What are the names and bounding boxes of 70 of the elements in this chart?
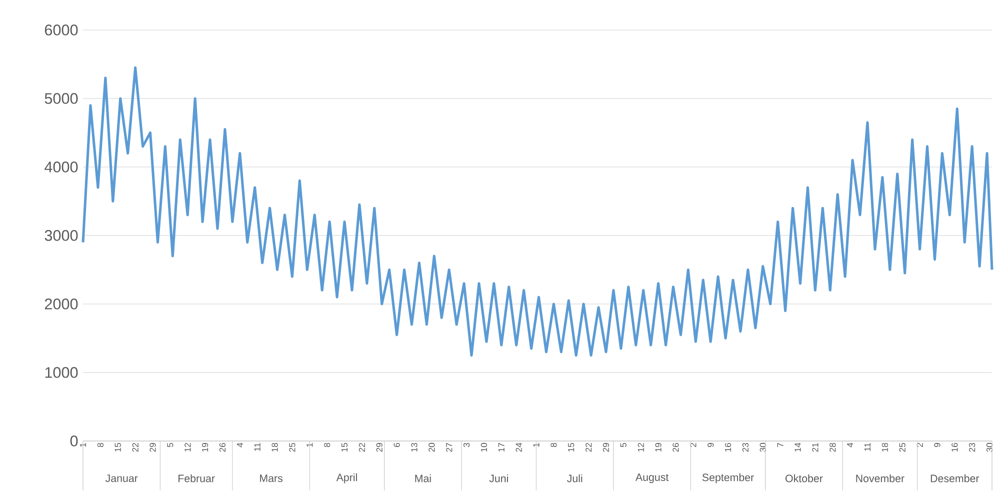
x-tick-label: 5 xyxy=(620,442,626,448)
x-tick-label: 20 xyxy=(428,442,435,452)
x-tick-label: 16 xyxy=(724,442,732,452)
x-tick-label: 29 xyxy=(602,442,610,452)
x-tick-label: 5 xyxy=(167,442,174,448)
x-tick-label: 15 xyxy=(341,442,348,452)
x-tick-label: 27 xyxy=(446,443,452,452)
x-tick-label: 13 xyxy=(411,442,418,452)
text: Januar xyxy=(105,474,138,482)
line-series xyxy=(82,66,994,357)
text: Mai xyxy=(415,474,431,482)
x-tick-label: 18 xyxy=(882,442,888,452)
x-tick-label: 26 xyxy=(219,442,226,452)
x-tick-label: 16 xyxy=(952,442,958,452)
x-tick-label: 24 xyxy=(516,442,522,452)
x-tick-label: 9 xyxy=(708,442,714,448)
x-tick-label: 22 xyxy=(586,443,592,452)
text: Februar xyxy=(178,474,215,482)
x-tick-label: 25 xyxy=(289,442,296,452)
text: August xyxy=(635,474,669,484)
x-tick-label: 19 xyxy=(655,442,662,452)
x-tick-label: 21 xyxy=(812,443,818,452)
x-tick-label: 11 xyxy=(254,443,260,451)
x-tick-label: 3 xyxy=(463,442,470,448)
y-tick-label: 2000 xyxy=(44,298,78,310)
text: Oktober xyxy=(786,474,823,482)
x-tick-label: 28 xyxy=(830,442,836,452)
x-tick-label: 11 xyxy=(864,443,870,451)
x-tick-label: 26 xyxy=(672,442,679,452)
x-tick-label: 18 xyxy=(272,442,278,452)
y-tick-label: 4000 xyxy=(44,162,78,172)
x-tick-label: 14 xyxy=(794,442,801,452)
x-tick-label: 8 xyxy=(97,442,104,448)
x-tick-label: 22 xyxy=(358,443,365,452)
y-tick-label: 1000 xyxy=(45,367,78,378)
y-tick-label: 5000 xyxy=(44,93,78,104)
text: September xyxy=(702,473,754,484)
x-tick-label: 1 xyxy=(80,443,86,447)
x-tick-label: 25 xyxy=(899,442,906,452)
x-tick-label: 12 xyxy=(184,443,191,452)
x-tick-label: 10 xyxy=(480,442,488,452)
x-tick-label: 29 xyxy=(376,442,382,452)
x-tick-label: 4 xyxy=(847,442,854,448)
text: Juli xyxy=(567,474,582,482)
x-tick-label: 17 xyxy=(498,443,504,452)
text: April xyxy=(336,473,357,484)
x-tick-label: 1 xyxy=(306,443,313,447)
x-tick-label: 8 xyxy=(324,442,330,448)
x-tick-label: 19 xyxy=(202,442,208,452)
text: November xyxy=(856,474,904,482)
x-tick-label: 8 xyxy=(550,442,557,448)
text: Desember xyxy=(930,474,980,482)
y-tick-label: 3000 xyxy=(44,230,78,241)
x-tick-label: 15 xyxy=(114,442,121,452)
x-tick-label: 6 xyxy=(394,442,400,447)
x-tick-label: 4 xyxy=(236,442,243,448)
x-tick-label: 9 xyxy=(934,442,940,448)
x-tick-label: 30 xyxy=(760,442,766,452)
x-tick-label: 15 xyxy=(568,442,574,452)
x-tick-label: 23 xyxy=(969,442,976,452)
text: Juni xyxy=(489,474,508,482)
y-tick-label: 0 xyxy=(70,436,78,446)
x-tick-label: 7 xyxy=(777,443,784,447)
x-tick-label: 30 xyxy=(986,442,993,452)
x-tick-label: 23 xyxy=(742,442,749,452)
y-tick-label: 6000 xyxy=(44,24,78,36)
text: Mars xyxy=(260,474,283,482)
x-tick-label: 29 xyxy=(150,442,156,452)
x-tick-label: 12 xyxy=(638,443,644,452)
x-tick-label: 22 xyxy=(132,443,138,452)
